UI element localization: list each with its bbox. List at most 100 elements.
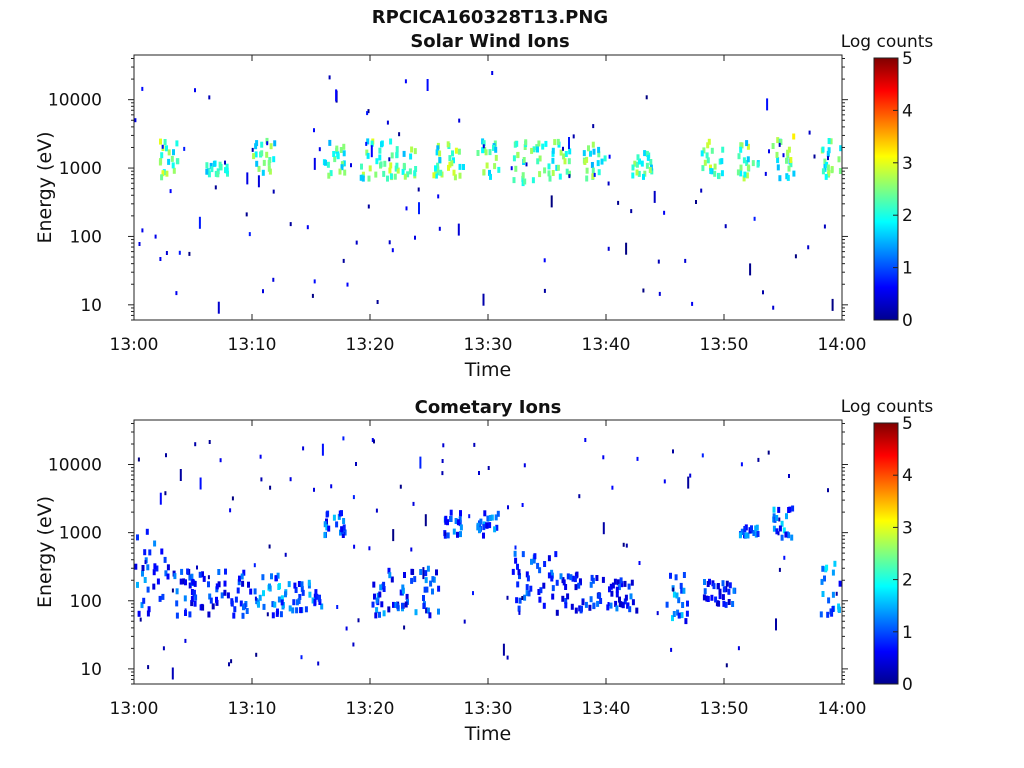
spectrogram-pixel bbox=[645, 150, 649, 157]
spectrogram-pixel bbox=[645, 95, 648, 100]
spectrogram-pixel bbox=[435, 149, 439, 156]
spectrogram-pixel bbox=[608, 586, 611, 593]
spectrogram-pixel bbox=[183, 595, 187, 602]
spectrogram-pixel bbox=[163, 139, 167, 145]
x-tick-label: 13:50 bbox=[700, 699, 749, 719]
spectrogram-pixel bbox=[835, 591, 838, 596]
spectrogram-pixel bbox=[559, 573, 563, 580]
spectrogram-pixel bbox=[826, 150, 830, 157]
spectrogram-pixel bbox=[402, 162, 406, 169]
spectrogram-pixel bbox=[422, 595, 425, 601]
colorbar-tick-label: 3 bbox=[902, 518, 913, 538]
spectrogram-pixel bbox=[242, 569, 246, 576]
spectrogram-pixel bbox=[249, 588, 253, 595]
spectrogram-pixel bbox=[156, 578, 160, 585]
spectrogram-pixel bbox=[403, 173, 407, 180]
spectrogram-pixel bbox=[287, 581, 291, 588]
spectrogram-pixel bbox=[727, 599, 731, 605]
spectrogram-pixel bbox=[701, 165, 705, 172]
spectrogram-pixel bbox=[487, 466, 490, 470]
spectrogram-pixel bbox=[137, 610, 141, 617]
spectrogram-pixel bbox=[488, 515, 492, 521]
spectrogram-pixel bbox=[657, 259, 660, 264]
x-tick-label: 13:30 bbox=[464, 335, 513, 355]
spectrogram-pixel bbox=[833, 560, 837, 567]
spectrogram-pixel bbox=[755, 524, 759, 531]
spectrogram-pixel bbox=[141, 86, 144, 91]
spectrogram-pixel bbox=[745, 172, 749, 179]
spectrogram-pixel bbox=[775, 528, 779, 535]
spectrogram-pixel bbox=[175, 291, 178, 296]
spectrogram-pixel bbox=[478, 471, 480, 475]
spectrogram-pixel bbox=[175, 588, 179, 595]
spectrogram-pixel bbox=[542, 602, 546, 609]
spectrogram-pixel bbox=[382, 581, 386, 588]
spectrogram-pixel bbox=[173, 573, 177, 580]
panel-1-ylabel: Energy (eV) bbox=[34, 131, 56, 243]
spectrogram-pixel bbox=[190, 573, 194, 580]
spectrogram-pixel bbox=[431, 576, 435, 583]
spectrogram-pixel bbox=[648, 167, 652, 173]
spectrogram-pixel bbox=[388, 157, 391, 162]
spectrogram-pixel bbox=[255, 598, 259, 605]
spectrogram-pixel bbox=[253, 588, 257, 595]
spectrogram-pixel bbox=[631, 172, 635, 179]
spectrogram-pixel bbox=[246, 172, 249, 185]
spectrogram-pixel bbox=[336, 605, 339, 609]
spectrogram-pixel bbox=[767, 450, 770, 455]
spectrogram-pixel bbox=[392, 529, 395, 542]
spectrogram-pixel bbox=[342, 436, 345, 441]
spectrogram-pixel bbox=[750, 525, 753, 532]
spectrogram-pixel bbox=[184, 579, 187, 586]
spectrogram-pixel bbox=[749, 263, 752, 276]
spectrogram-pixel bbox=[262, 289, 264, 294]
spectrogram-pixel bbox=[139, 617, 142, 622]
spectrogram-pixel bbox=[823, 224, 826, 229]
spectrogram-pixel bbox=[562, 153, 566, 160]
spectrogram-pixel bbox=[551, 157, 555, 164]
spectrogram-pixel bbox=[325, 511, 329, 518]
spectrogram-pixel bbox=[783, 555, 786, 560]
spectrogram-pixel bbox=[680, 612, 684, 619]
spectrogram-pixel bbox=[720, 170, 724, 177]
spectrogram-pixel bbox=[597, 146, 601, 153]
spectrogram-pixel bbox=[301, 589, 305, 596]
spectrogram-pixel bbox=[745, 160, 749, 166]
spectrogram-pixel bbox=[746, 164, 750, 171]
spectrogram-pixel bbox=[493, 526, 497, 533]
spectrogram-pixel bbox=[304, 606, 308, 613]
spectrogram-pixel bbox=[391, 248, 394, 253]
spectrogram-pixel bbox=[178, 250, 181, 255]
spectrogram-pixel bbox=[390, 152, 394, 159]
spectrogram-pixel bbox=[366, 152, 370, 159]
spectrogram-pixel bbox=[335, 521, 339, 528]
spectrogram-pixel bbox=[786, 174, 790, 181]
spectrogram-pixel bbox=[780, 534, 784, 541]
spectrogram-pixel bbox=[523, 178, 527, 185]
y-tick-label: 1000 bbox=[59, 524, 102, 544]
spectrogram-pixel bbox=[277, 596, 281, 603]
spectrogram-pixel bbox=[279, 611, 283, 618]
spectrogram-pixel bbox=[638, 561, 641, 565]
spectrogram-pixel bbox=[718, 588, 722, 595]
spectrogram-pixel bbox=[398, 132, 401, 137]
spectrogram-pixel bbox=[382, 170, 386, 177]
spectrogram-pixel bbox=[405, 206, 408, 211]
spectrogram-pixel bbox=[679, 582, 683, 589]
spectrogram-pixel bbox=[757, 457, 760, 462]
spectrogram-pixel bbox=[255, 160, 259, 167]
spectrogram-pixel bbox=[444, 515, 448, 522]
spectrogram-pixel bbox=[434, 172, 438, 179]
spectrogram-pixel bbox=[681, 602, 685, 608]
spectrogram-pixel bbox=[142, 597, 146, 604]
spectrogram-pixel bbox=[486, 515, 490, 522]
spectrogram-pixel bbox=[635, 161, 639, 168]
colorbar-tick-label: 4 bbox=[902, 101, 913, 121]
spectrogram-pixel bbox=[712, 583, 716, 590]
spectrogram-pixel bbox=[778, 142, 781, 147]
spectrogram-pixel bbox=[524, 139, 528, 146]
spectrogram-pixel bbox=[225, 163, 229, 170]
spectrogram-pixel bbox=[617, 200, 620, 205]
spectrogram-pixel bbox=[517, 605, 521, 612]
spectrogram-pixel bbox=[424, 570, 428, 577]
